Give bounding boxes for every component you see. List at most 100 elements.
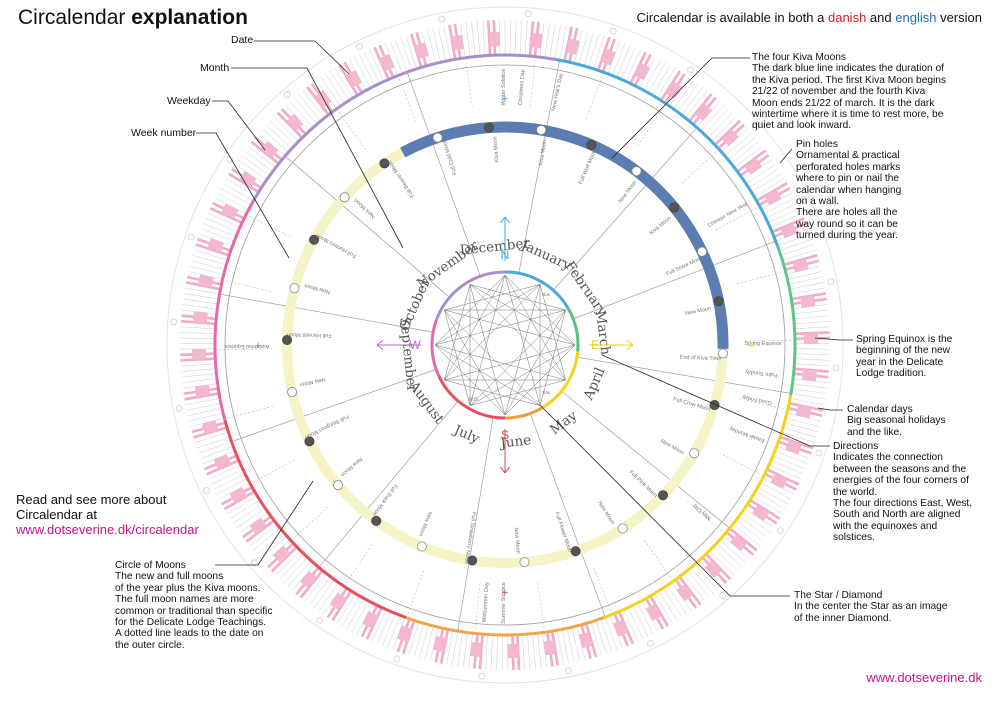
- holiday-label: Winter Solstice: [501, 69, 507, 106]
- day-tick: [709, 550, 735, 576]
- day-tick: [621, 47, 636, 80]
- day-tick: [590, 621, 602, 656]
- pin-hole: [203, 487, 211, 494]
- day-tick: [779, 239, 813, 251]
- day-tick: [369, 49, 385, 82]
- spring-leader: [814, 337, 853, 341]
- note-circle-of-moons: Circle of Moons The new and full moons of…: [115, 560, 273, 651]
- moon-label: New Moon: [513, 527, 521, 554]
- weekend-band: [197, 274, 214, 288]
- danish-version-link[interactable]: danish: [827, 10, 867, 25]
- day-tick: [617, 611, 635, 645]
- day-tick: [794, 320, 830, 325]
- day-tick: [346, 598, 365, 630]
- day-tick: [734, 145, 763, 168]
- weekend-band: [543, 639, 556, 656]
- pin-hole: [815, 449, 823, 457]
- day-tick: [181, 373, 217, 378]
- day-tick: [482, 20, 486, 56]
- weekend-band: [239, 170, 257, 188]
- new-moon-marker: [483, 122, 494, 133]
- day-tick: [744, 508, 774, 529]
- month-divider-line: [518, 61, 560, 275]
- day-tick: [669, 77, 690, 107]
- day-tick: [389, 40, 403, 74]
- note-pin-holes: Pin holes Ornamental & practical perforat…: [796, 139, 902, 242]
- day-tick: [387, 615, 401, 649]
- dotted-date-line: [292, 506, 329, 540]
- weekend-band: [578, 631, 593, 649]
- weekend-band: [207, 238, 224, 253]
- outer-border: [166, 6, 844, 684]
- day-tick: [354, 56, 371, 89]
- day-tick: [322, 585, 343, 615]
- day-tick: [753, 178, 785, 197]
- day-tick: [217, 192, 249, 210]
- full-moon-marker: [416, 541, 427, 552]
- month-divider-line: [220, 293, 435, 333]
- day-tick: [790, 393, 826, 400]
- holiday-label: Summer Solstice: [501, 582, 507, 624]
- day-tick: [755, 182, 788, 202]
- day-tick: [329, 70, 350, 101]
- day-tick: [707, 112, 733, 138]
- day-tick: [194, 431, 229, 444]
- day-tick: [576, 625, 586, 660]
- day-tick: [724, 132, 752, 157]
- day-tick: [588, 33, 599, 68]
- east-arrowhead: [626, 339, 634, 351]
- day-tick: [334, 67, 354, 99]
- day-tick: [741, 512, 771, 533]
- north-letter: N: [501, 248, 510, 262]
- weekend-band: [286, 113, 304, 132]
- weekend-band: [249, 517, 267, 535]
- day-tick: [514, 20, 517, 56]
- day-tick: [182, 304, 218, 310]
- day-tick: [249, 524, 278, 547]
- day-tick: [191, 260, 226, 270]
- weekend-band: [730, 533, 748, 552]
- moon-label: Full Buck Moon: [371, 483, 398, 517]
- dotted-date-line: [252, 459, 295, 484]
- day-tick: [471, 21, 476, 57]
- day-tick: [791, 388, 827, 395]
- day-tick: [265, 124, 292, 149]
- dotted-date-line: [738, 398, 786, 410]
- kiva-band: [400, 121, 729, 349]
- pin-hole: [251, 559, 258, 567]
- day-tick: [628, 607, 644, 640]
- moon-label: New Moon: [685, 306, 712, 317]
- star-line: [444, 274, 506, 381]
- circalendar-link[interactable]: www.dotseverine.dk/circalendar: [16, 522, 199, 537]
- month-name: September: [396, 316, 419, 393]
- site-link[interactable]: www.dotseverine.dk: [866, 670, 982, 685]
- day-tick: [446, 630, 454, 665]
- day-tick: [262, 128, 289, 153]
- day-tick: [276, 111, 304, 139]
- new-moon-marker: [304, 436, 315, 447]
- english-version-link[interactable]: english: [895, 10, 937, 25]
- inner-season-ring: [437, 375, 506, 420]
- weekend-band: [613, 619, 629, 637]
- day-tick: [211, 469, 244, 485]
- pin-hole: [609, 27, 617, 35]
- day-tick: [731, 141, 759, 164]
- day-tick: [770, 460, 804, 475]
- day-tick: [234, 164, 265, 184]
- day-tick: [194, 249, 228, 261]
- weekday-leader: [212, 100, 266, 151]
- day-tick: [748, 168, 779, 189]
- star-line: [504, 274, 541, 406]
- day-tick: [180, 337, 216, 340]
- north-arrowhead: [499, 216, 511, 224]
- day-tick: [656, 67, 676, 99]
- holiday-label: Christmas Day: [518, 69, 527, 106]
- month-name: April: [580, 365, 608, 403]
- day-tick: [189, 265, 224, 275]
- moon-label: New Moon: [618, 180, 639, 205]
- day-tick: [180, 326, 216, 330]
- day-tick: [736, 149, 767, 173]
- day-tick: [673, 80, 694, 110]
- day-tick: [509, 20, 511, 56]
- dotted-date-line: [217, 348, 266, 350]
